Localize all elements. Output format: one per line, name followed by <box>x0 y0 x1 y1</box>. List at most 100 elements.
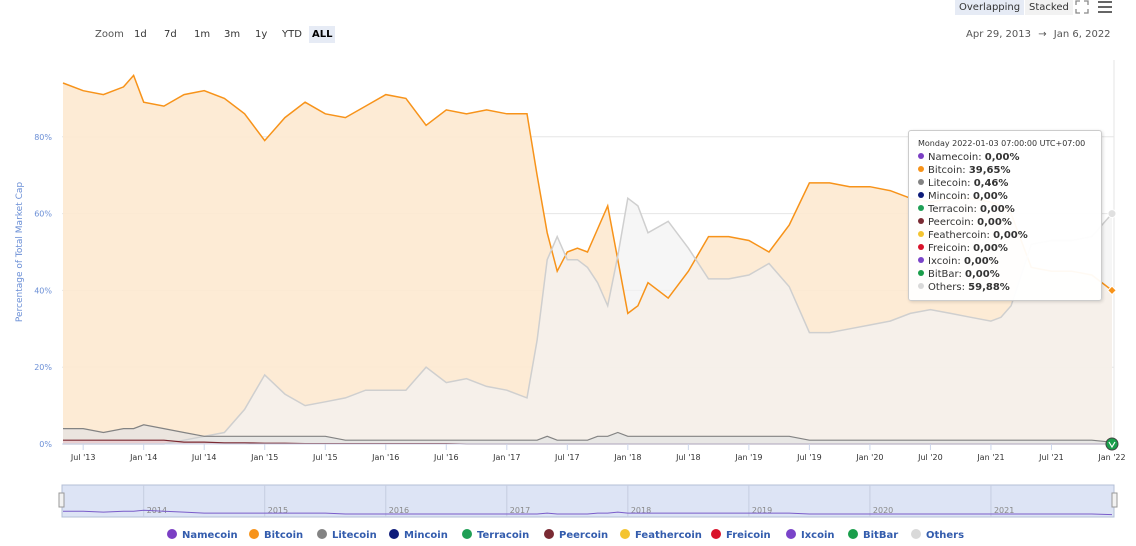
tooltip-dot <box>918 179 924 185</box>
zoom-3m-button[interactable]: 3m <box>224 29 241 40</box>
area-litecoin <box>63 424 1112 444</box>
legend-label: Namecoin <box>182 530 238 541</box>
fullscreen-icon[interactable] <box>1075 0 1089 14</box>
legend-item-terracoin[interactable]: Terracoin <box>462 529 529 543</box>
tooltip-dot <box>918 218 924 224</box>
legend-label: Bitcoin <box>264 530 304 541</box>
zoom-1m-button[interactable]: 1m <box>194 29 211 40</box>
date-range-to[interactable]: Jan 6, 2022 <box>1053 29 1111 40</box>
bitcoin-marker <box>1107 285 1117 296</box>
tooltip-row: Litecoin: 0,46% <box>918 177 1101 190</box>
tooltip-row: Freicoin: 0,00% <box>918 242 1101 255</box>
x-tick-label: Jul '21 <box>1038 453 1064 462</box>
legend-dot <box>167 529 177 539</box>
tooltip-dot <box>918 153 924 159</box>
navigator-label: 2021 <box>994 506 1014 515</box>
x-tick-label: Jul '19 <box>796 453 822 462</box>
zoom-1y-button[interactable]: 1y <box>255 29 268 40</box>
bitbar-marker <box>1105 437 1119 451</box>
tooltip-series-value: 0,00% <box>993 230 1028 241</box>
navigator-label: 2015 <box>268 506 288 515</box>
tooltip-dot <box>918 270 924 276</box>
x-tick-label: Jul '14 <box>191 453 217 462</box>
navigator-window <box>61 484 1115 518</box>
navigator-label: 2016 <box>389 506 409 515</box>
tooltip-series-value: 0,46% <box>973 178 1009 189</box>
series-markers <box>1105 209 1119 451</box>
legend-item-peercoin[interactable]: Peercoin <box>544 529 608 543</box>
legend-dot <box>544 529 554 539</box>
line-litecoin <box>63 424 1113 443</box>
navigator: 2014 2015 2016 2017 2018 2019 2020 2021 <box>58 484 1118 518</box>
zoom-7d-button[interactable]: 7d <box>164 29 177 40</box>
tooltip-dot <box>918 283 924 289</box>
tooltip-series-value: 0,00% <box>963 256 999 267</box>
tooltip-series-value: 0,00% <box>973 191 1008 202</box>
legend-dot <box>317 529 327 539</box>
tooltip-series-value: 0,00% <box>965 269 1000 280</box>
tooltip-row: Mincoin: 0,00% <box>918 190 1101 203</box>
x-tick-label: Jan '17 <box>492 453 520 462</box>
navigator-handle-left <box>58 492 65 508</box>
y-axis: 0% 20% 40% 60% 80% Percentage of Total Market… <box>15 133 52 449</box>
tooltip-row: Namecoin: 0,00% <box>918 151 1101 164</box>
legend-item-ixcoin[interactable]: Ixcoin <box>786 529 835 543</box>
tooltip-row: Peercoin: 0,00% <box>918 216 1101 229</box>
tooltip-rows: Namecoin: 0,00% Bitcoin: 39,65% Litecoin: … <box>918 151 1101 294</box>
tooltip-dot <box>918 166 924 172</box>
legend-label: Litecoin <box>332 530 377 541</box>
legend-item-bitbar[interactable]: BitBar <box>848 529 898 543</box>
x-tick-label: Jan '20 <box>855 453 883 462</box>
zoom-all-button[interactable]: ALL <box>309 26 336 43</box>
tooltip-series-name: Peercoin: <box>928 217 978 228</box>
others-marker <box>1107 209 1117 219</box>
legend-label: Ixcoin <box>801 530 835 541</box>
legend-item-mincoin[interactable]: Mincoin <box>389 529 448 543</box>
x-tick-label: Jul '17 <box>554 453 580 462</box>
legend-item-freicoin[interactable]: Freicoin <box>711 529 771 543</box>
legend-label: BitBar <box>863 530 899 541</box>
x-tick-label: Jan '14 <box>129 453 157 462</box>
tooltip-title: Monday 2022-01-03 07:00:00 UTC+07:00 <box>918 139 1086 148</box>
date-range-from[interactable]: Apr 29, 2013 <box>966 29 1032 40</box>
legend-dot <box>711 529 721 539</box>
legend-item-bitcoin[interactable]: Bitcoin <box>249 529 303 543</box>
overlapping-button[interactable]: Overlapping <box>955 0 1025 15</box>
tooltip: Monday 2022-01-03 07:00:00 UTC+07:00 Nam… <box>908 130 1102 301</box>
tooltip-series-name: Mincoin: <box>928 191 974 202</box>
zoom-ytd-button[interactable]: YTD <box>282 29 302 40</box>
legend-item-feathercoin[interactable]: Feathercoin <box>620 529 702 543</box>
tooltip-row: Others: 59,88% <box>918 281 1101 294</box>
legend-label: Terracoin <box>477 530 530 541</box>
stacked-button[interactable]: Stacked <box>1025 0 1073 15</box>
legend-dot <box>389 529 399 539</box>
legend-label: Others <box>926 530 965 541</box>
zoom-1d-button[interactable]: 1d <box>134 29 147 40</box>
x-tick-label: Jul '13 <box>70 453 96 462</box>
legend-item-others[interactable]: Others <box>911 529 964 543</box>
legend-dot <box>848 529 858 539</box>
tooltip-row: Terracoin: 0,00% <box>918 203 1101 216</box>
legend-dot <box>620 529 630 539</box>
tooltip-series-name: Feathercoin: <box>928 230 994 241</box>
area-others <box>63 198 1112 444</box>
tooltip-series-value: 59,88% <box>968 282 1010 293</box>
x-axis: Jul '13 Jan '14 Jul '14 Jan '15 Jul '15 Jan '… <box>62 443 1126 462</box>
x-tick-label: Jul '15 <box>312 453 338 462</box>
legend-label: Peercoin <box>559 530 609 541</box>
y-tick-label: 0% <box>39 440 52 449</box>
tooltip-series-name: Namecoin: <box>928 152 985 163</box>
tooltip-series-name: Others: <box>928 282 969 293</box>
tooltip-series-value: 0,00% <box>977 217 1012 228</box>
x-tick-label: Jan '16 <box>371 453 399 462</box>
legend-item-litecoin[interactable]: Litecoin <box>317 529 377 543</box>
date-range-separator: → <box>1038 29 1047 40</box>
tooltip-row: Bitcoin: 39,65% <box>918 164 1101 177</box>
tooltip-series-name: BitBar: <box>928 269 966 280</box>
legend-item-namecoin[interactable]: Namecoin <box>167 529 238 543</box>
navigator-handle-right <box>1111 492 1118 508</box>
x-tick-label: Jul '20 <box>917 453 943 462</box>
menu-icon[interactable] <box>1097 0 1113 14</box>
navigator-label: 2018 <box>631 506 651 515</box>
x-tick-label: Jan '18 <box>613 453 641 462</box>
